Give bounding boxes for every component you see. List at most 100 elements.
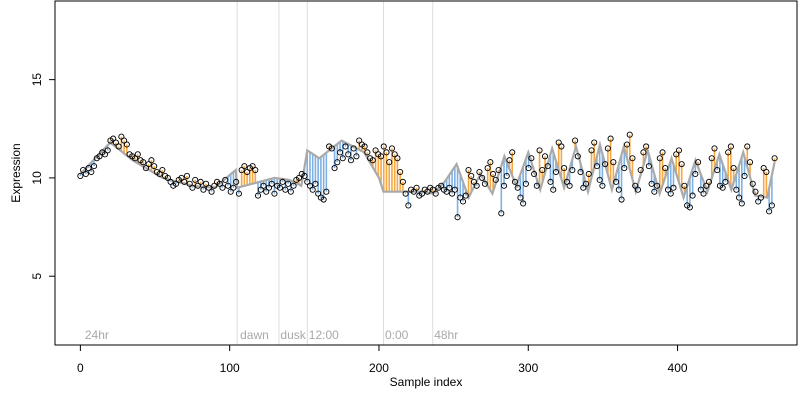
data-point (749, 180, 756, 187)
data-point (656, 155, 663, 162)
data-point (487, 159, 494, 166)
data-point (413, 184, 420, 191)
data-point (159, 167, 166, 174)
fitted-line (79, 139, 776, 202)
data-point (503, 172, 510, 179)
x-tick-label: 0 (77, 361, 84, 375)
data-point (481, 180, 488, 187)
data-point (495, 167, 502, 174)
data-point (766, 208, 773, 215)
data-point (588, 147, 595, 154)
data-point (506, 157, 513, 164)
x-tick-label: 300 (518, 361, 538, 375)
data-point (222, 176, 229, 183)
x-tick-label: 100 (220, 361, 240, 375)
data-point (490, 170, 497, 178)
data-point (741, 172, 748, 179)
data-point (689, 192, 696, 199)
data-point (569, 167, 576, 174)
data-point (566, 182, 573, 189)
data-point (572, 137, 579, 144)
data-point (459, 198, 467, 205)
data-point (613, 178, 620, 185)
period-label: 24hr (85, 328, 109, 342)
residuals-layer (79, 134, 776, 218)
data-point (345, 151, 352, 158)
data-point (621, 165, 628, 172)
data-point (123, 141, 130, 148)
data-point (667, 190, 674, 197)
data-point (233, 178, 240, 185)
data-point (708, 155, 715, 162)
data-point (695, 159, 702, 166)
data-point (361, 143, 368, 150)
data-point (476, 168, 483, 176)
data-point (369, 157, 376, 164)
data-point (511, 178, 519, 185)
data-point (602, 161, 609, 168)
data-point (268, 180, 275, 187)
data-point (719, 184, 726, 191)
data-point (634, 186, 641, 193)
data-point (678, 161, 685, 168)
data-point (574, 153, 581, 160)
data-point (744, 143, 751, 150)
data-point (514, 184, 521, 191)
data-point (328, 145, 335, 152)
data-point (208, 188, 215, 195)
data-point (82, 170, 89, 178)
data-point (686, 204, 693, 211)
data-point (197, 178, 204, 185)
period-label: 0:00 (385, 328, 409, 342)
data-point (544, 163, 551, 170)
data-point (383, 149, 390, 156)
data-point (629, 155, 636, 162)
data-point (189, 184, 196, 191)
period-label: dusk (280, 328, 306, 342)
data-point (607, 135, 614, 142)
data-point (183, 172, 191, 179)
data-point (432, 190, 439, 197)
data-point (752, 188, 759, 195)
data-point (399, 178, 406, 185)
period-label: 48hr (434, 328, 458, 342)
data-point (115, 143, 122, 150)
data-point (727, 143, 734, 150)
data-point (500, 182, 508, 189)
data-point (615, 186, 622, 193)
data-point (181, 178, 188, 185)
data-point (140, 159, 147, 166)
data-point (738, 200, 745, 207)
data-point (640, 149, 647, 156)
data-point (593, 163, 600, 170)
data-point (347, 157, 355, 164)
data-point (484, 165, 491, 172)
data-point (517, 194, 524, 201)
data-point (730, 165, 737, 172)
period-labels-layer: 24hr dawn dusk 12:00 0:00 48hr (85, 328, 458, 342)
data-point (736, 194, 743, 201)
y-tick-label: 5 (30, 273, 44, 280)
data-point (525, 165, 532, 172)
data-point (462, 192, 469, 199)
data-point (377, 153, 385, 160)
data-point (192, 176, 199, 183)
data-point (104, 147, 111, 154)
data-point (675, 147, 682, 154)
data-point (714, 167, 721, 174)
data-point (77, 172, 84, 179)
data-point (552, 168, 560, 176)
x-axis-title: Sample index (390, 375, 463, 389)
points-layer (77, 131, 778, 221)
data-point (599, 182, 606, 189)
data-point (550, 186, 557, 193)
data-point (301, 172, 308, 179)
data-point (320, 196, 327, 203)
data-point (271, 190, 278, 197)
data-point (547, 178, 554, 185)
data-point (388, 145, 396, 152)
data-point (596, 176, 603, 183)
data-point (241, 163, 248, 170)
data-point (768, 202, 775, 209)
